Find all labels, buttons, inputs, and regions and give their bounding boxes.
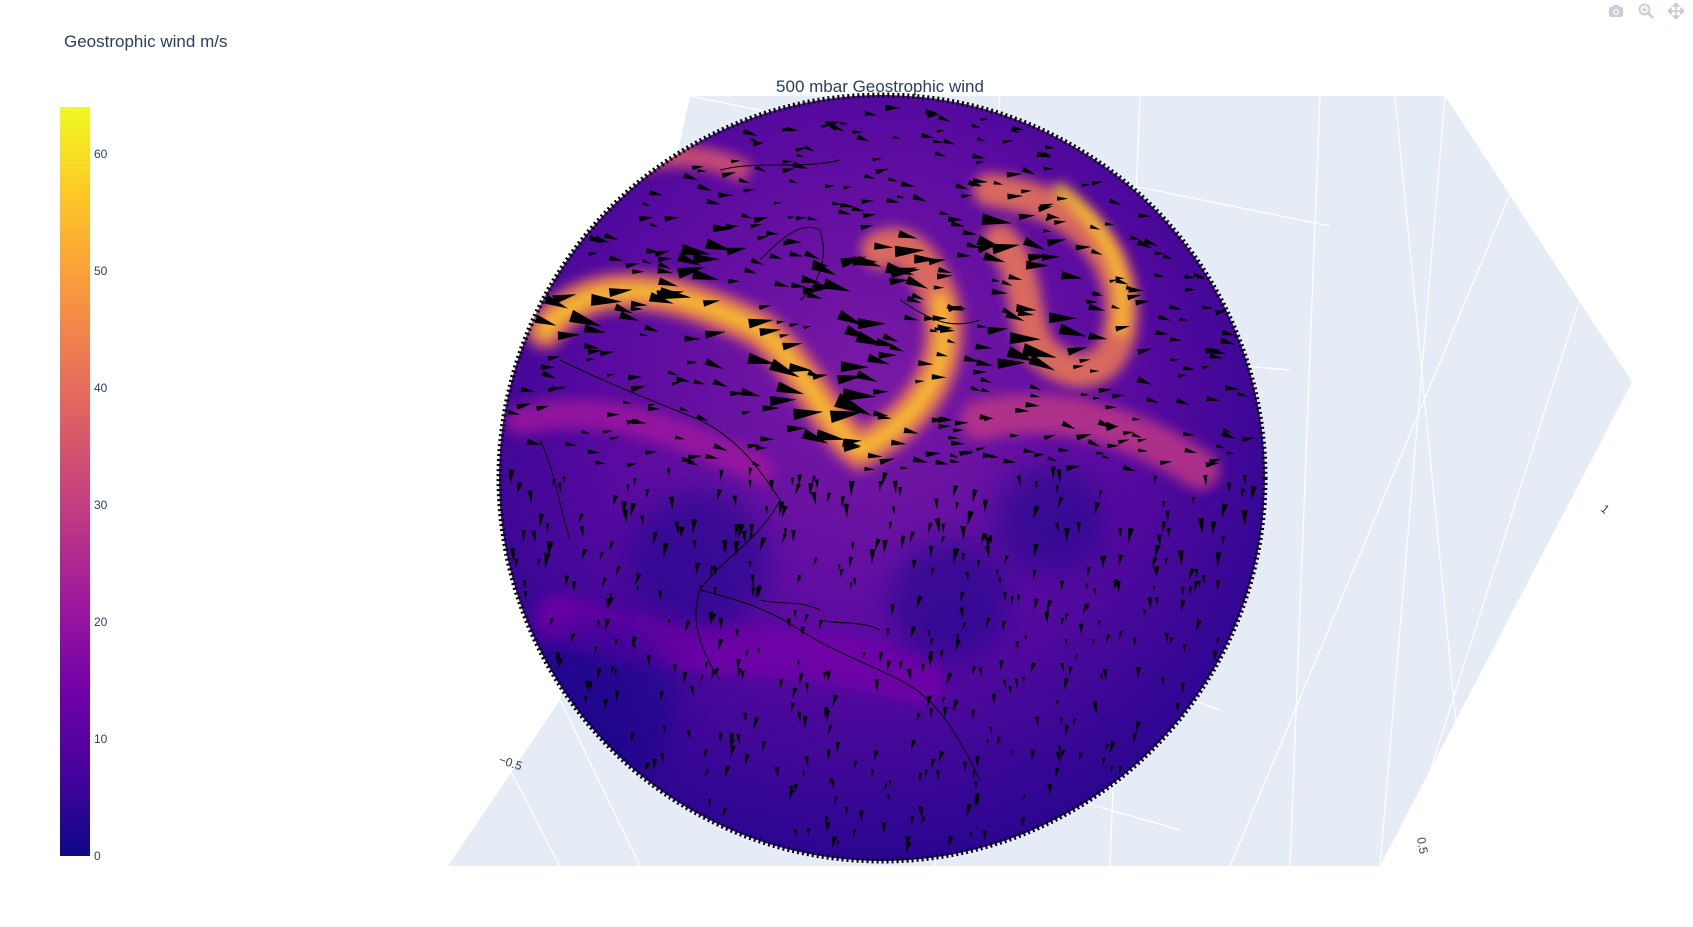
colorbar: 0 10 20 30 40 50 60 [60,107,108,863]
colorbar-tick-label: 40 [94,381,108,395]
zoom-icon[interactable] [1637,2,1655,20]
colorbar-tick-label: 50 [94,264,108,278]
coastlines [539,159,981,781]
colorbar-tick-label: 60 [94,147,108,161]
scene-tick-z: 1 [1598,502,1612,517]
scene-tick-y: 0.5 [1414,836,1431,855]
colorbar-tick-label: 10 [94,732,108,746]
wind-vectors [507,104,1257,854]
colorbar-tick-label: 20 [94,615,108,629]
colorbar-tick-label: 30 [94,498,108,512]
pan-icon[interactable] [1667,2,1685,20]
chart-title: 500 mbar Geostrophic wind [776,77,984,96]
colorbar-title: Geostrophic wind m/s [64,32,227,51]
colorbar-ticks: 0 10 20 30 40 50 60 [94,147,108,863]
colorbar-tick-label: 0 [94,849,101,863]
camera-icon[interactable] [1607,2,1625,20]
modebar [1607,2,1685,20]
globe-edge-vectors [496,92,1268,864]
globe[interactable] [496,92,1268,864]
scene-tick-x: −0.5 [497,753,524,774]
colorbar-bar [60,107,90,856]
